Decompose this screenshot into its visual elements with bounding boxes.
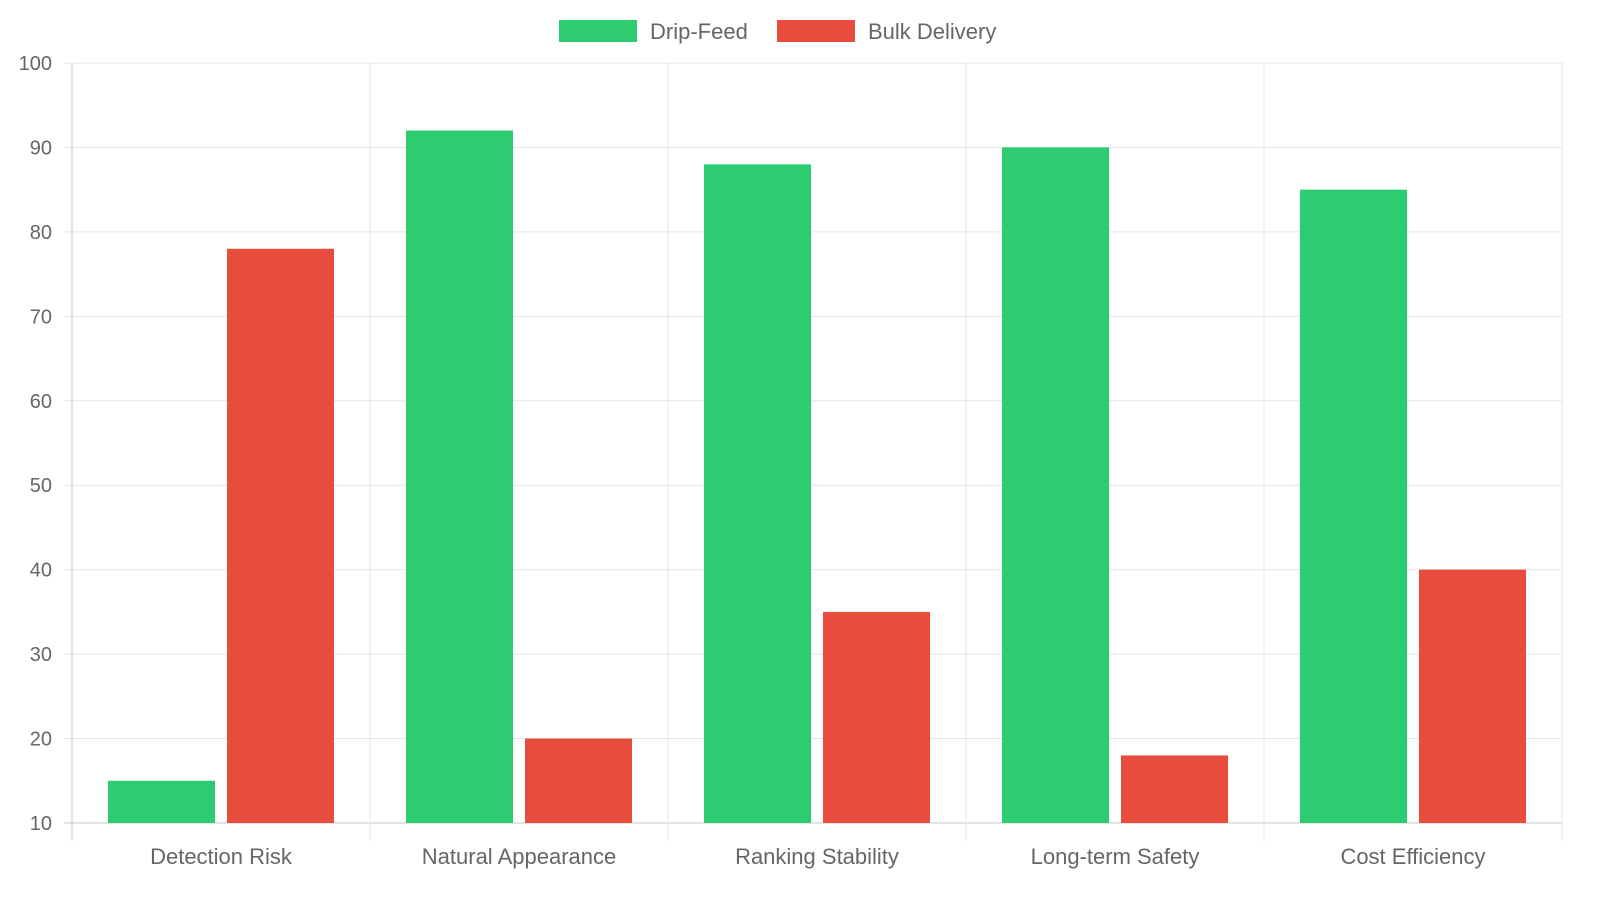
- y-tick-label: 40: [30, 560, 52, 582]
- legend-swatch: [559, 20, 637, 42]
- bar-drip-feed: [704, 164, 811, 824]
- axes: 10 20 30 40 50 60 70 80 90 100 Detection Risk Natur…: [19, 53, 1486, 869]
- bar-drip-feed: [1300, 189, 1407, 823]
- bar-bulk-delivery: [525, 738, 632, 823]
- legend: Drip-Feed Bulk Delivery: [559, 19, 996, 44]
- y-tick-label: 10: [30, 813, 52, 835]
- legend-label: Drip-Feed: [650, 19, 748, 44]
- y-tick-label: 100: [19, 53, 52, 75]
- legend-swatch: [777, 20, 855, 42]
- bar-drip-feed: [1002, 147, 1109, 823]
- bar-drip-feed: [108, 780, 215, 823]
- bar-drip-feed: [406, 130, 513, 824]
- x-tick-label: Ranking Stability: [735, 844, 899, 869]
- bar-bulk-delivery: [227, 248, 334, 823]
- y-tick-label: 20: [30, 729, 52, 751]
- bar-bulk-delivery: [823, 611, 930, 823]
- y-tick-label: 60: [30, 391, 52, 413]
- x-tick-label: Natural Appearance: [422, 844, 616, 869]
- bar-bulk-delivery: [1419, 569, 1526, 823]
- x-tick-label: Detection Risk: [150, 844, 293, 869]
- y-tick-label: 90: [30, 137, 52, 159]
- y-tick-label: 70: [30, 306, 52, 328]
- y-tick-label: 30: [30, 644, 52, 666]
- x-tick-label: Cost Efficiency: [1340, 844, 1485, 869]
- y-tick-label: 80: [30, 222, 52, 244]
- bars: [108, 130, 1526, 824]
- bar-bulk-delivery: [1121, 755, 1228, 823]
- y-tick-label: 50: [30, 475, 52, 497]
- x-tick-label: Long-term Safety: [1031, 844, 1200, 869]
- legend-label: Bulk Delivery: [868, 19, 996, 44]
